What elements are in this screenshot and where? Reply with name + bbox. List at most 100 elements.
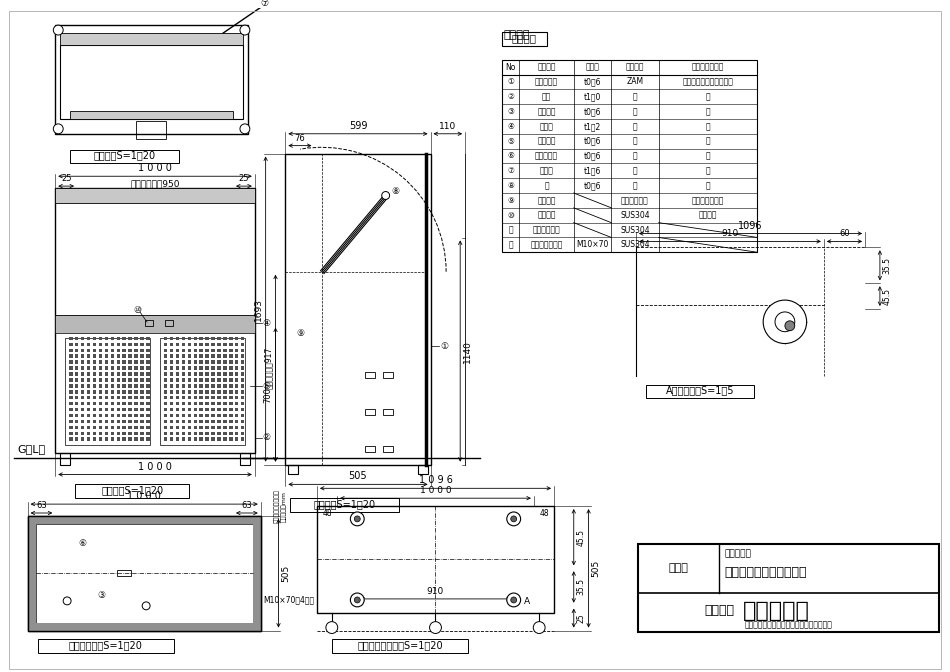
Bar xyxy=(69,390,72,394)
Bar xyxy=(69,372,72,376)
Bar xyxy=(123,420,126,423)
Bar xyxy=(75,337,79,340)
Bar xyxy=(117,402,120,405)
Bar xyxy=(187,408,191,411)
Bar xyxy=(55,188,255,453)
Bar xyxy=(37,640,174,653)
Text: M10×70: M10×70 xyxy=(577,241,609,249)
Bar xyxy=(181,372,185,376)
Bar xyxy=(117,343,120,346)
Bar xyxy=(200,420,203,423)
Bar xyxy=(181,390,185,394)
Text: 〃: 〃 xyxy=(633,92,637,101)
Bar xyxy=(134,420,138,423)
Text: 505: 505 xyxy=(281,564,291,582)
Bar xyxy=(205,355,209,358)
Bar xyxy=(200,349,203,352)
Bar xyxy=(211,425,215,429)
Bar xyxy=(75,431,79,435)
Bar xyxy=(235,396,238,399)
Bar xyxy=(176,384,180,388)
Bar xyxy=(164,396,167,399)
Text: ⑨: ⑨ xyxy=(296,329,304,339)
Circle shape xyxy=(240,25,250,35)
Bar xyxy=(86,390,90,394)
Text: ポリエステル系樹脂塗装: ポリエステル系樹脂塗装 xyxy=(683,77,733,87)
Bar xyxy=(181,402,185,405)
Bar xyxy=(170,431,173,435)
Text: ⑦: ⑦ xyxy=(260,0,269,8)
Bar xyxy=(75,437,79,441)
Bar xyxy=(123,343,126,346)
Bar xyxy=(194,349,197,352)
Bar xyxy=(141,366,143,370)
Bar xyxy=(99,396,103,399)
Bar xyxy=(205,372,209,376)
Text: ①: ① xyxy=(441,342,448,351)
Text: ①: ① xyxy=(507,77,514,87)
Bar xyxy=(223,337,227,340)
Bar xyxy=(104,402,108,405)
Bar xyxy=(104,372,108,376)
Bar xyxy=(235,384,238,388)
Bar xyxy=(170,425,173,429)
Bar xyxy=(181,366,185,370)
Text: 〃: 〃 xyxy=(706,92,711,101)
Bar xyxy=(165,320,173,326)
Bar xyxy=(223,360,227,364)
Bar xyxy=(205,402,209,405)
Text: 有効開口幅：950: 有効開口幅：950 xyxy=(130,179,180,189)
Bar xyxy=(187,349,191,352)
Bar xyxy=(235,355,238,358)
Bar xyxy=(218,366,220,370)
Bar xyxy=(86,343,90,346)
Bar xyxy=(104,360,108,364)
Bar xyxy=(223,349,227,352)
Bar xyxy=(170,402,173,405)
Bar xyxy=(160,338,245,445)
Text: 仕　　上　　げ: 仕 上 げ xyxy=(692,62,724,72)
Bar xyxy=(104,337,108,340)
Text: 〃: 〃 xyxy=(633,136,637,146)
Bar xyxy=(187,355,191,358)
Bar xyxy=(141,337,143,340)
Text: t0．6: t0．6 xyxy=(583,107,601,116)
Text: 床パネル: 床パネル xyxy=(538,107,556,116)
Bar xyxy=(241,390,244,394)
Bar xyxy=(241,425,244,429)
Bar xyxy=(200,343,203,346)
Text: ⑪: ⑪ xyxy=(508,226,513,235)
Bar xyxy=(141,396,143,399)
Bar xyxy=(418,464,428,474)
Bar xyxy=(170,408,173,411)
Bar xyxy=(365,446,375,452)
Bar xyxy=(134,366,138,370)
Bar xyxy=(117,360,120,364)
Bar xyxy=(99,378,103,382)
Bar xyxy=(187,425,191,429)
Bar xyxy=(99,337,103,340)
Bar xyxy=(176,414,180,417)
Bar xyxy=(110,414,114,417)
Text: t0．6: t0．6 xyxy=(583,151,601,161)
Bar xyxy=(81,408,85,411)
Bar xyxy=(60,33,243,45)
Bar xyxy=(75,425,79,429)
Bar xyxy=(241,414,244,417)
Text: 〃: 〃 xyxy=(706,136,711,146)
Bar xyxy=(218,431,220,435)
Bar xyxy=(104,396,108,399)
Bar xyxy=(181,349,185,352)
Text: t0．6: t0．6 xyxy=(583,181,601,190)
Bar xyxy=(223,408,227,411)
Text: SUS304: SUS304 xyxy=(620,226,650,235)
Bar xyxy=(235,420,238,423)
Circle shape xyxy=(354,597,360,603)
Bar xyxy=(218,343,220,346)
Bar xyxy=(170,384,173,388)
Bar xyxy=(200,390,203,394)
Bar xyxy=(141,390,143,394)
Circle shape xyxy=(775,312,795,332)
Bar xyxy=(134,437,138,441)
Bar xyxy=(81,378,85,382)
